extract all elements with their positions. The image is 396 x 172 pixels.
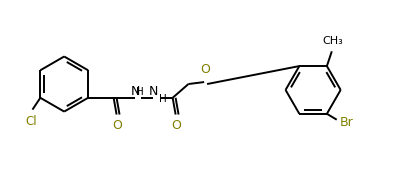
Text: CH₃: CH₃ bbox=[322, 36, 343, 46]
Text: H: H bbox=[136, 87, 144, 97]
Text: Cl: Cl bbox=[26, 115, 37, 127]
Text: O: O bbox=[171, 119, 181, 132]
Text: H: H bbox=[159, 94, 167, 104]
Text: Br: Br bbox=[340, 116, 353, 129]
Text: N: N bbox=[131, 85, 140, 98]
Text: O: O bbox=[112, 119, 122, 132]
Text: O: O bbox=[200, 63, 210, 76]
Text: N: N bbox=[148, 85, 158, 98]
